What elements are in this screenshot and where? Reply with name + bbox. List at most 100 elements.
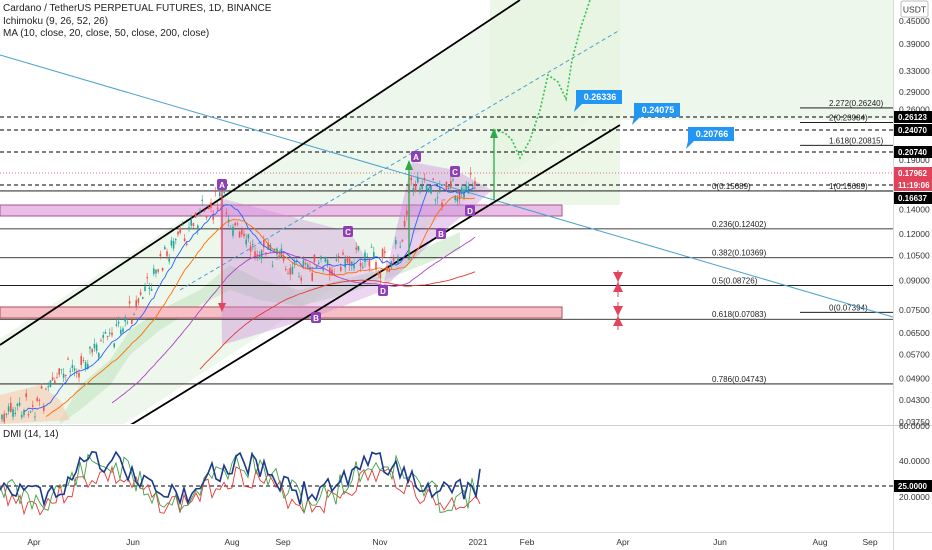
candle-body — [263, 240, 265, 248]
candle-body — [287, 273, 289, 275]
candle-body — [104, 331, 107, 334]
time-tick: Jun — [713, 537, 727, 547]
candle-body — [109, 332, 111, 334]
fib-ext-label: 1(0.15689) — [829, 182, 868, 191]
price-tick: 0.04900 — [899, 374, 930, 384]
candle-body — [203, 210, 206, 212]
candle-body — [337, 255, 340, 258]
dmi-tick: 40.0000 — [899, 456, 930, 466]
candle-body — [3, 413, 5, 422]
candle-body — [113, 343, 115, 348]
candle-body — [364, 252, 366, 263]
ichimoku-legend[interactable]: Ichimoku (9, 26, 52, 26) — [3, 15, 109, 27]
candle-body — [359, 263, 362, 267]
candle-body — [232, 226, 234, 236]
dmi-legend[interactable]: DMI (14, 14) — [3, 429, 59, 440]
candle-body — [58, 368, 60, 375]
dmi-tick: 20.0000 — [899, 492, 930, 502]
candle-body — [87, 363, 89, 370]
candle-body — [153, 268, 155, 274]
dmi-pane — [0, 450, 893, 516]
candle-body — [434, 199, 437, 201]
candle-body — [186, 243, 188, 245]
candle-body — [65, 374, 67, 376]
candle-body — [82, 360, 85, 362]
candle-body — [23, 410, 25, 416]
symbol-title[interactable]: Cardano / TetherUS PERPETUAL FUTURES, 1D… — [3, 3, 272, 14]
candle-body — [73, 368, 76, 371]
candle-body — [326, 259, 329, 265]
candle-body — [271, 265, 274, 267]
candle-body — [401, 240, 404, 242]
price-badge-text: 0.20740 — [898, 148, 927, 157]
candle-body — [238, 231, 241, 238]
candle-body — [102, 334, 104, 338]
candle-body — [293, 262, 296, 265]
candle-body — [397, 256, 399, 264]
candle-body — [340, 266, 342, 271]
candle-body — [254, 251, 256, 257]
fib-ext-label: 1.618(0.20815) — [829, 136, 884, 145]
time-tick: Nov — [372, 537, 388, 547]
candle-body — [315, 265, 318, 268]
candle-body — [304, 263, 307, 265]
candle-body — [324, 256, 327, 262]
candle-body — [428, 189, 430, 192]
candle-body — [322, 267, 324, 271]
candle-body — [175, 239, 177, 241]
price-tick: 0.14000 — [899, 204, 930, 214]
candle-body — [291, 266, 294, 275]
price-badges: 0.26123 0.24070 0.20740 0.17962 11:19:06 0.16… — [894, 111, 932, 492]
candle-body — [54, 380, 56, 383]
target-callout[interactable] — [686, 127, 734, 149]
candle-body — [139, 292, 142, 296]
pattern-point-label: C — [452, 168, 458, 177]
price-tick: 0.19000 — [899, 155, 930, 165]
candle-body — [456, 197, 459, 202]
price-badge — [894, 167, 932, 179]
price-badge — [894, 124, 932, 136]
candle-body — [219, 192, 221, 197]
candle-body — [381, 249, 384, 259]
price-tick: 0.39000 — [899, 39, 930, 49]
price-series — [1, 167, 476, 424]
ichimoku-cloud-red — [0, 385, 70, 424]
candle-body — [157, 269, 159, 272]
candle-body — [362, 266, 364, 268]
candle-body — [313, 254, 316, 263]
ma-legend[interactable]: MA (10, close, 20, close, 50, close, 200… — [3, 28, 210, 39]
dmi-line — [0, 465, 481, 516]
candle-body — [32, 405, 34, 407]
candle-body — [21, 414, 23, 418]
price-badge-text: 0.16637 — [898, 194, 927, 203]
resistance-zone — [0, 204, 563, 217]
target-callout[interactable] — [632, 103, 680, 125]
price-badge — [894, 480, 932, 492]
candle-body — [441, 202, 443, 207]
candle-body — [223, 192, 225, 194]
candle-body — [375, 262, 377, 270]
price-tick: 0.09000 — [899, 276, 930, 286]
price-badge-text: 0.17962 — [898, 169, 927, 178]
candle-body — [67, 358, 69, 360]
candle-body — [36, 397, 38, 401]
time-tick: Apr — [27, 537, 40, 547]
price-badge-text: 11:19:06 — [898, 181, 930, 190]
candle-body — [368, 258, 371, 267]
candle-body — [454, 195, 456, 201]
candle-body — [161, 267, 164, 271]
pattern-point — [378, 285, 388, 296]
currency-badge[interactable] — [900, 0, 929, 18]
candle-body — [179, 228, 181, 233]
price-badge-text: 0.26123 — [898, 113, 927, 122]
currency-label[interactable]: USDT — [903, 5, 926, 15]
candle-body — [243, 233, 245, 237]
candle-body — [78, 372, 80, 378]
candle-body — [445, 181, 448, 191]
candle-body — [98, 352, 100, 358]
target-callout[interactable] — [574, 90, 622, 112]
price-tick: 0.06500 — [899, 328, 930, 338]
fib-label: 0.618(0.07083) — [712, 310, 767, 319]
candle-body — [344, 258, 346, 268]
